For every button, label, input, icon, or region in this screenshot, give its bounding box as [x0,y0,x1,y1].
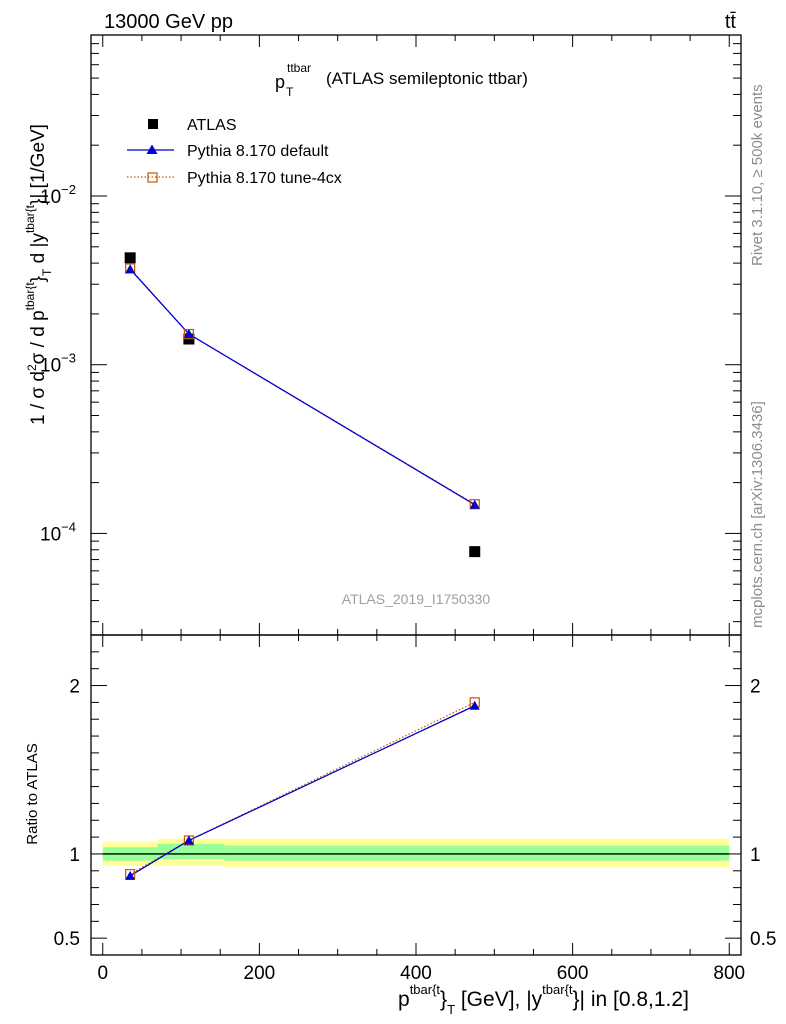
ratio-default-point [183,835,194,845]
legend-label-default: Pythia 8.170 default [187,143,329,160]
x-tick-label: 200 [244,963,276,984]
default-point [183,329,194,339]
legend-marker-atlas [148,119,158,129]
ratio-default-point [469,700,480,710]
x-tick-label: 600 [557,963,589,984]
legend-marker-default [146,144,158,154]
plot-title: p T ttbar (ATLAS semileptonic ttbar) [275,61,528,99]
title-sup: ttbar [287,61,311,75]
main-y-tick-label: 10−2 [40,182,76,208]
rivet-label: Rivet 3.1.10, ≥ 500k events [749,84,766,266]
main-y-tick-label: 10−4 [40,519,76,545]
uncertainty-bands [102,838,730,868]
band-green-1 [157,843,225,859]
legend: ATLAS Pythia 8.170 default Pythia 8.170 … [127,117,342,187]
x-axis-label: ptbar{t}T [GeV], |ytbar{t}| in [0.8,1.2] [398,982,689,1017]
ratio-y-tick-label-right: 1 [750,845,761,866]
title-sub: T [286,85,294,99]
process-label: tt̄ [725,11,737,33]
default-point [125,264,136,274]
legend-label-tune: Pythia 8.170 tune-4cx [187,170,342,187]
title-rest: (ATLAS semileptonic ttbar) [326,69,528,88]
data-marks [124,252,481,880]
ratio-ylabel: Ratio to ATLAS [24,743,41,844]
main-line-tune [129,268,476,505]
main-y-tick-label: 10−3 [40,351,76,377]
ratio-y-tick-label-right: 2 [750,677,761,698]
default-point [469,499,480,509]
ratio-y-tick-label: 2 [69,677,80,698]
ratio-default-point [125,870,136,880]
x-tick-label: 400 [400,963,432,984]
band-green-2 [224,845,730,861]
legend-label-atlas: ATLAS [187,117,237,134]
legend-marker-tune [147,172,158,183]
ratio-y-tick-label-right: 0.5 [750,929,776,950]
ratio-y-tick-label: 0.5 [54,929,80,950]
ratio-y-tick-label: 1 [69,845,80,866]
energy-label: 13000 GeV pp [104,11,233,33]
main-line-default [129,268,476,506]
title-main: p [275,72,285,92]
x-tick-label: 800 [713,963,745,984]
mcplots-label: mcplots.cern.ch [arXiv:1306.3436] [749,401,766,628]
ratio-frame [90,634,742,956]
atlas-point [124,252,136,264]
atlas-point [469,546,481,558]
x-tick-label: 0 [97,963,108,984]
axes: 0 200 400 600 800 10−4 10−3 10−2 0.5 0.5 1 1 2 2 [40,34,776,984]
main-ylabel: 1 / σ d2σ / d ptbar{t}T d |ytbar{t}| [1/… [23,124,54,425]
analysis-watermark: ATLAS_2019_I1750330 [342,591,491,607]
